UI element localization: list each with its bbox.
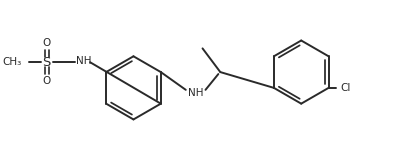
Text: Cl: Cl <box>340 83 351 93</box>
Text: O: O <box>42 39 51 49</box>
Text: NH: NH <box>76 56 92 66</box>
Text: S: S <box>42 56 51 69</box>
Text: CH₃: CH₃ <box>3 57 22 67</box>
Text: O: O <box>42 76 51 86</box>
Text: NH: NH <box>188 88 204 98</box>
